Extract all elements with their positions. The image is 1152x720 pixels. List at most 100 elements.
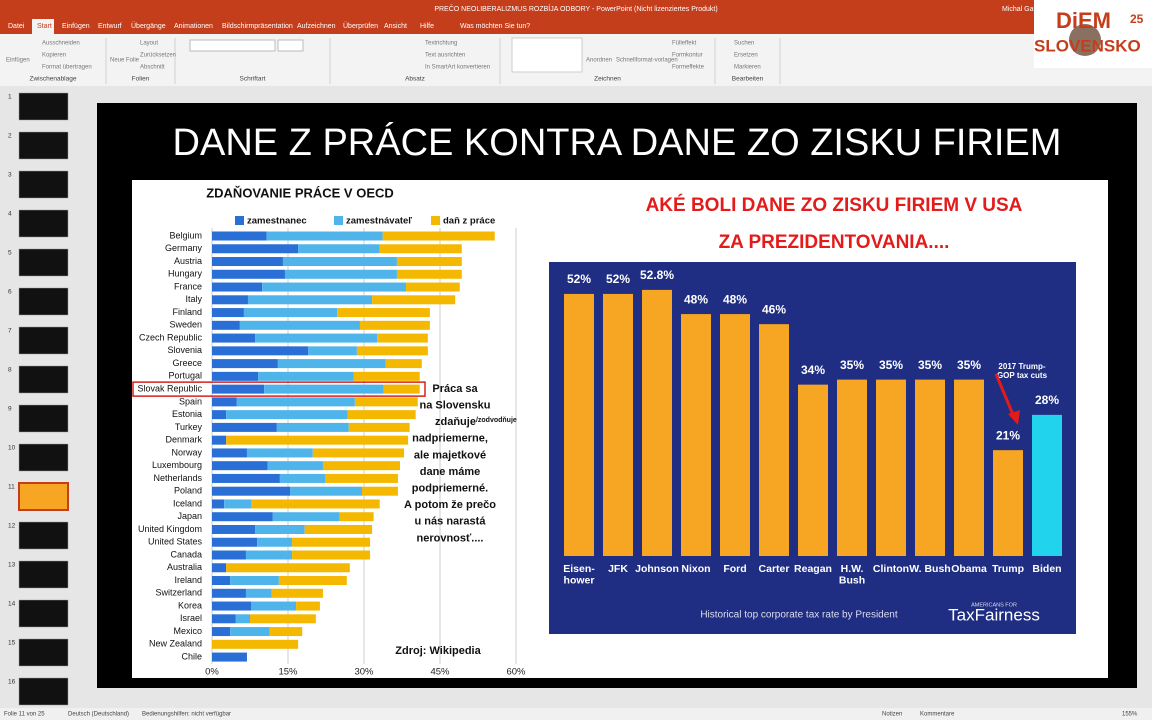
- bar-segment: [271, 588, 323, 598]
- bar-segment: [212, 410, 227, 420]
- slide-thumbnail[interactable]: [18, 326, 69, 355]
- bar-segment: [292, 537, 371, 547]
- slide-thumbnail[interactable]: [18, 443, 69, 472]
- ribbon-tab[interactable]: Einfügen: [62, 23, 90, 30]
- y-tick-label: Iceland: [173, 498, 202, 508]
- bar-segment: [292, 550, 371, 560]
- slide-thumbnail[interactable]: [18, 170, 69, 199]
- ribbon-group-label: Absatz: [405, 76, 425, 83]
- ribbon-button[interactable]: Markieren: [734, 65, 761, 71]
- bar-segment: [396, 257, 462, 267]
- ribbon-button[interactable]: Textrichtung: [425, 41, 457, 47]
- slide-thumbnail[interactable]: [18, 638, 69, 667]
- y-tick-label: Ireland: [174, 575, 202, 585]
- ribbon-tab[interactable]: Animationen: [174, 23, 213, 30]
- ribbon-button[interactable]: Format übertragen: [42, 65, 92, 71]
- search-box[interactable]: Was möchten Sie tun?: [460, 23, 530, 30]
- ribbon-button[interactable]: Ausschneiden: [42, 41, 80, 47]
- value-label: 35%: [957, 358, 981, 372]
- x-tick-label: Ford: [723, 563, 746, 575]
- legend-swatch: [431, 216, 440, 225]
- slide-thumbnail[interactable]: [18, 92, 69, 121]
- ribbon-tab[interactable]: Datei: [8, 23, 25, 30]
- y-tick-label: Germany: [165, 243, 203, 253]
- bar-segment: [212, 244, 299, 254]
- slide-thumbnail[interactable]: [18, 209, 69, 238]
- slide-thumbnail[interactable]: [18, 599, 69, 628]
- title-bar: [0, 0, 1152, 18]
- thumbnail-number: 3: [8, 172, 12, 179]
- y-tick-label: Italy: [185, 294, 202, 304]
- chart-title: ZDAŇOVANIE PRÁCE V OECD: [206, 185, 394, 200]
- status-zoom: 155%: [1122, 712, 1138, 718]
- ribbon-tab[interactable]: Überprüfen: [343, 22, 378, 30]
- bar-segment: [296, 601, 320, 611]
- ribbon-button[interactable]: Formkontur: [672, 53, 703, 59]
- ribbon-button[interactable]: Text ausrichten: [425, 53, 465, 59]
- ribbon-tab[interactable]: Hilfe: [420, 23, 434, 30]
- thumbnail-number: 5: [8, 250, 12, 257]
- bar-segment: [290, 486, 362, 496]
- slide-thumbnail[interactable]: [18, 404, 69, 433]
- ribbon-button[interactable]: Schnellformat-vorlagen: [616, 58, 678, 64]
- slide-thumbnail[interactable]: [18, 521, 69, 550]
- thumbnail-number: 1: [8, 94, 12, 101]
- x-tick-label: Carter: [759, 563, 790, 575]
- font-size-box: [277, 39, 304, 52]
- ribbon-button[interactable]: Ersetzen: [734, 53, 758, 59]
- user-name: Michal Gab: [1002, 6, 1038, 13]
- ribbon-button[interactable]: Fülleffekt: [672, 41, 697, 47]
- status-notes[interactable]: Notizen: [882, 712, 902, 718]
- x-tick-label: Eisen-hower: [563, 563, 595, 587]
- ribbon-button[interactable]: Abschnitt: [140, 65, 165, 71]
- bar-segment: [247, 295, 373, 305]
- bar-segment: [272, 512, 340, 522]
- ribbon-button[interactable]: In SmartArt konvertieren: [425, 65, 490, 71]
- ribbon-button[interactable]: Formeffekte: [672, 65, 705, 71]
- slide-thumbnail[interactable]: [18, 287, 69, 316]
- value-label: 52%: [606, 272, 630, 286]
- slide-thumbnail[interactable]: [18, 677, 69, 706]
- y-tick-label: Mexico: [173, 626, 202, 636]
- bar-segment: [277, 359, 386, 369]
- slide-thumbnail[interactable]: [18, 365, 69, 394]
- annotation-arrow: [994, 373, 1016, 418]
- ribbon-tab[interactable]: Bildschirmpräsentation: [222, 23, 293, 30]
- y-tick-label: Japan: [177, 511, 202, 521]
- bar-segment: [266, 231, 383, 241]
- ribbon-tab[interactable]: Ansicht: [384, 23, 407, 30]
- bar-segment: [269, 627, 303, 637]
- ribbon-tab[interactable]: Start: [37, 23, 52, 30]
- x-tick-label: W. Bush: [909, 563, 950, 575]
- y-tick-label: Netherlands: [153, 473, 202, 483]
- bar-segment: [236, 397, 355, 407]
- slide-thumbnail[interactable]: [18, 482, 69, 511]
- bar-segment: [230, 576, 279, 586]
- x-tick-label: Johnson: [635, 563, 679, 575]
- slide-thumbnail[interactable]: [18, 248, 69, 277]
- ribbon-button[interactable]: Neue Folie: [110, 58, 140, 64]
- annotation: 2017 Trump-GOP tax cuts: [997, 362, 1048, 380]
- ribbon-button[interactable]: Zurücksetzen: [140, 53, 176, 59]
- x-tick-label: Clinton: [873, 563, 909, 575]
- bar-segment: [377, 333, 428, 343]
- ribbon-button[interactable]: Layout: [140, 41, 158, 47]
- ribbon-button[interactable]: Suchen: [734, 41, 754, 47]
- legend-swatch: [235, 216, 244, 225]
- ribbon-tab[interactable]: Übergänge: [131, 22, 166, 30]
- slide-thumbnail[interactable]: [18, 131, 69, 160]
- slide-thumbnail[interactable]: [18, 560, 69, 589]
- ribbon-button[interactable]: Kopieren: [42, 53, 66, 59]
- bar-segment: [243, 308, 338, 318]
- ribbon-tab[interactable]: Entwurf: [98, 23, 122, 30]
- status-slide: Folie 11 von 25: [4, 712, 45, 718]
- ribbon-tab[interactable]: Aufzeichnen: [297, 23, 336, 30]
- ribbon-button[interactable]: Einfügen: [6, 58, 30, 64]
- ribbon-button[interactable]: Anordnen: [586, 58, 612, 64]
- font-box: [189, 39, 276, 52]
- y-tick-label: Chile: [181, 651, 202, 661]
- y-tick-label: Luxembourg: [152, 460, 202, 470]
- bar-segment: [372, 295, 456, 305]
- annotation-line: na Slovensku: [420, 400, 491, 412]
- status-comments[interactable]: Kommentare: [920, 712, 955, 718]
